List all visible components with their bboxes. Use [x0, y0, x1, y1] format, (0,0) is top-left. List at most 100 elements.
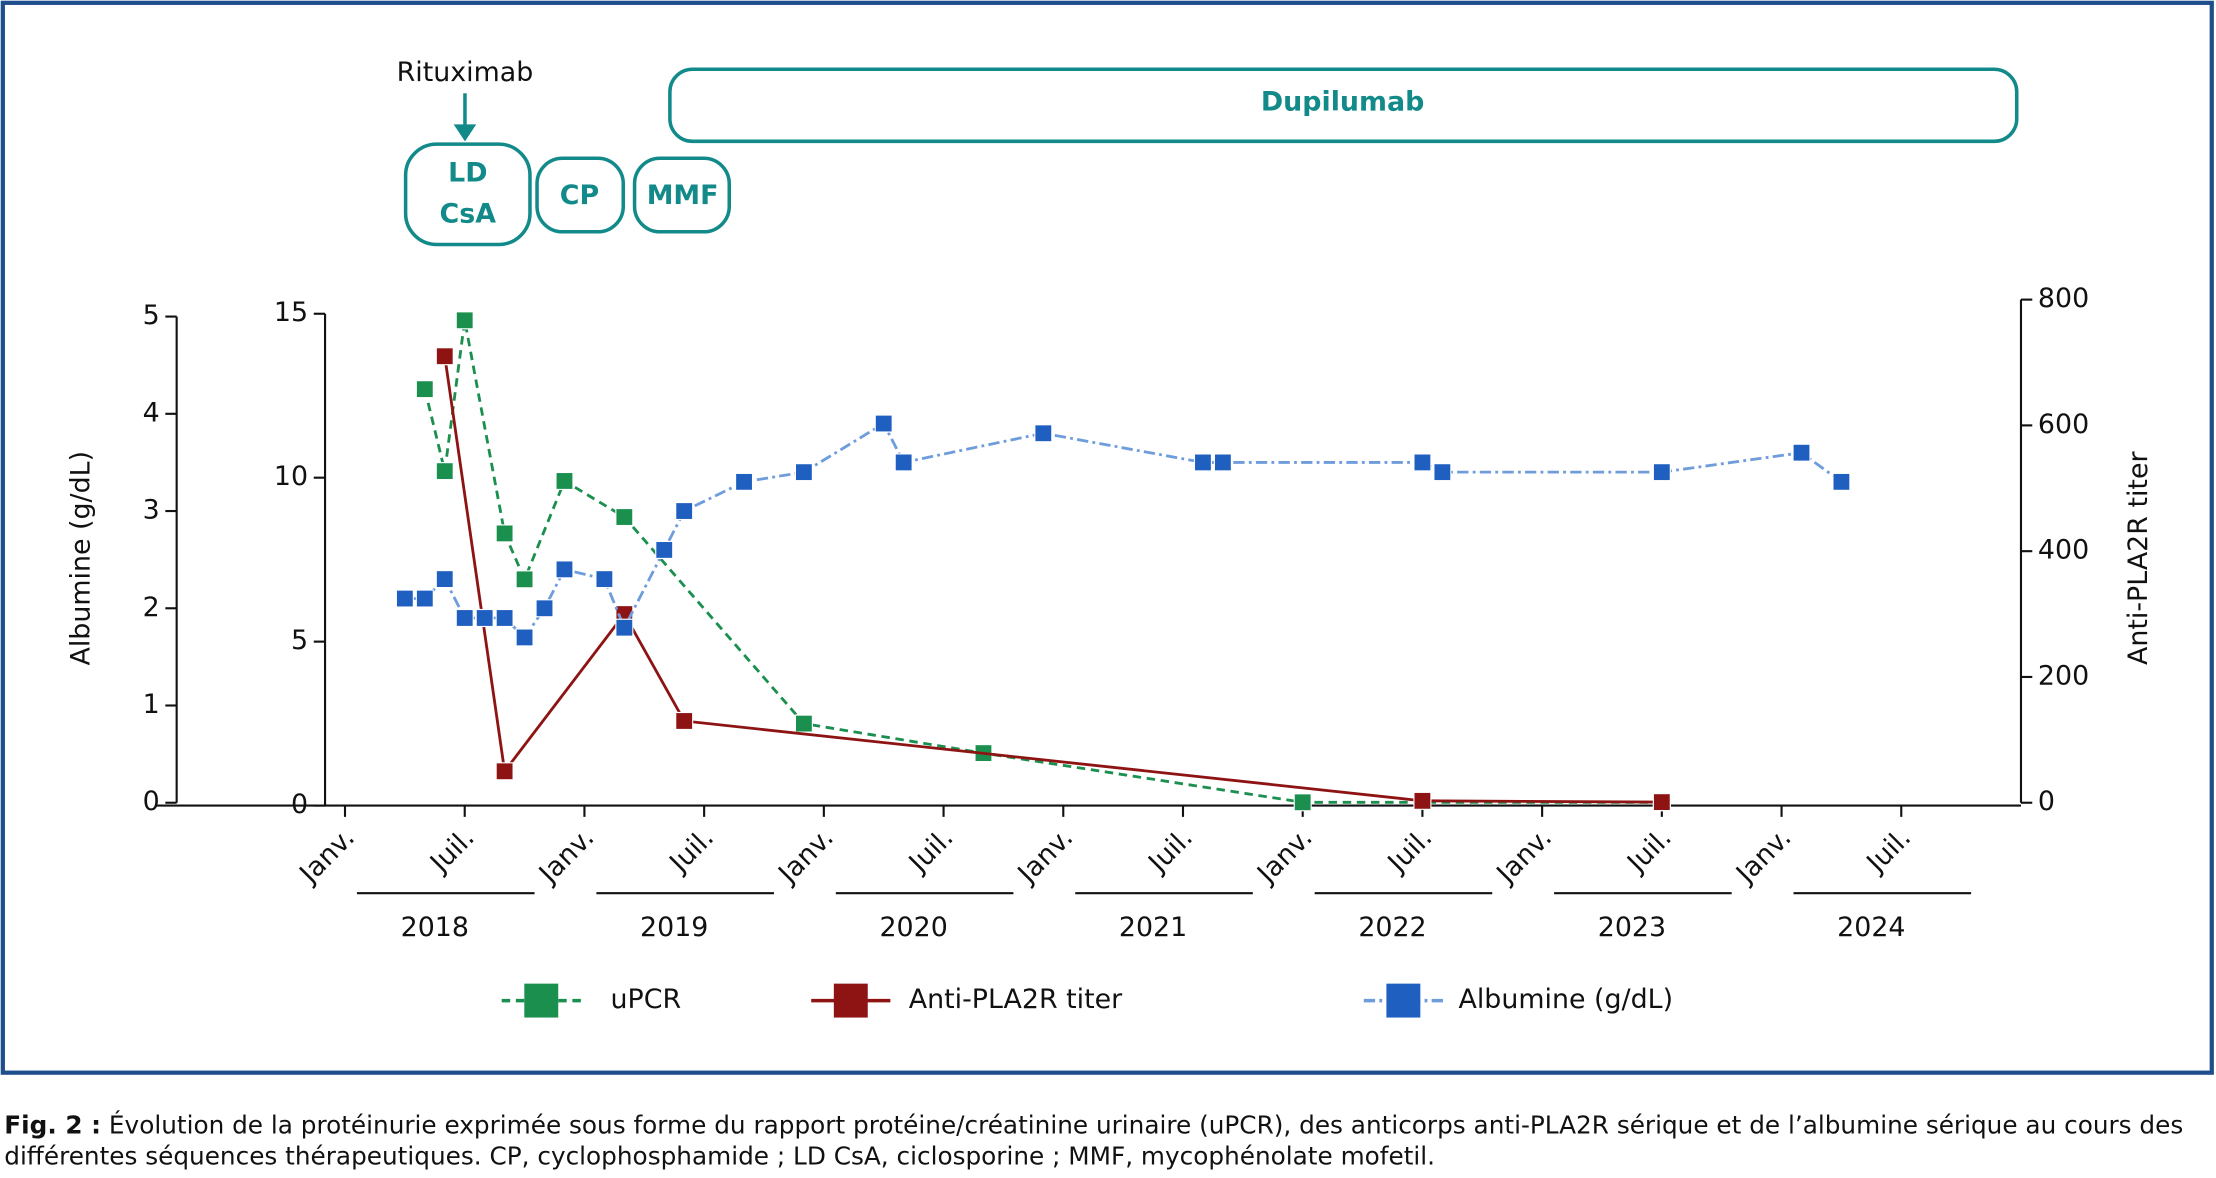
y-tick-label: 400	[2038, 535, 2089, 566]
treatment-label: CsA	[440, 198, 497, 229]
legend-label: Albumine (g/dL)	[1458, 984, 1673, 1015]
marker	[455, 311, 474, 330]
marker	[655, 540, 674, 559]
x-tick-label: Janv.	[1490, 822, 1558, 890]
treatment-box	[632, 156, 732, 234]
marker	[615, 507, 634, 527]
marker	[894, 453, 913, 472]
arrow-head	[453, 124, 477, 142]
y-tick-label: 0	[291, 789, 308, 820]
marker	[735, 472, 754, 491]
marker	[1213, 453, 1232, 472]
marker	[1413, 791, 1432, 810]
marker	[1193, 453, 1212, 472]
y3-axis-label: Albumine (g/dL)	[65, 451, 96, 666]
y2-axis-label: Anti-PLA2R titer	[2123, 451, 2154, 665]
legend-label: Anti-PLA2R titer	[909, 984, 1123, 1015]
marker	[515, 628, 534, 647]
y-tick-label: 0	[2038, 786, 2055, 817]
x-tick-label: Juil.	[1620, 822, 1678, 880]
legend-marker	[833, 983, 868, 1018]
y-tick-label: 1	[143, 689, 160, 720]
treatment-label: LD	[448, 157, 487, 188]
y-tick-label: 600	[2038, 409, 2089, 440]
marker	[595, 570, 614, 589]
marker	[874, 414, 893, 433]
year-label: 2018	[401, 912, 469, 943]
treatment-box	[668, 67, 2019, 144]
y-tick-label: 5	[143, 300, 160, 331]
marker	[475, 608, 494, 628]
x-tick-label: Juil.	[1860, 822, 1918, 880]
legend-marker	[1386, 983, 1421, 1018]
marker	[615, 618, 634, 637]
marker	[1652, 793, 1671, 812]
marker	[794, 714, 813, 733]
year-label: 2019	[640, 912, 708, 943]
x-tick-label: Janv.	[1729, 822, 1797, 890]
marker	[1413, 453, 1432, 472]
marker	[435, 570, 454, 589]
marker	[495, 608, 514, 628]
chart: Rituximab LD CsA CP MMF Dupilumab Albumi…	[0, 0, 2214, 1075]
marker	[415, 589, 434, 608]
legend-marker	[524, 983, 559, 1018]
marker	[395, 589, 414, 608]
caption: Fig. 2 : Évolution de la protéinurie exp…	[4, 1111, 2216, 1173]
x-tick-label: Janv.	[293, 822, 361, 890]
y-tick-label: 800	[2038, 283, 2089, 314]
x-tick-label: Juil.	[902, 822, 960, 880]
marker	[1832, 472, 1851, 491]
year-label: 2024	[1837, 912, 1905, 943]
series-line	[443, 356, 1662, 804]
arrow-label: Rituximab	[397, 57, 534, 88]
year-label: 2023	[1598, 912, 1666, 943]
treatment-label: MMF	[647, 180, 719, 211]
treatment-box	[403, 142, 532, 247]
y-tick-label: 3	[143, 495, 160, 526]
marker	[1293, 793, 1312, 812]
treatment-label: CP	[560, 180, 599, 211]
marker	[455, 608, 474, 628]
y-tick-label: 0	[143, 786, 160, 817]
marker	[535, 599, 554, 618]
marker	[1792, 443, 1811, 462]
caption-text: Évolution de la protéinurie exprimée sou…	[4, 1112, 2184, 1172]
marker	[675, 501, 694, 521]
frame	[0, 0, 2214, 1075]
y-tick-label: 10	[274, 461, 308, 492]
series-line	[423, 320, 1662, 804]
x-tick-label: Juil.	[1381, 822, 1439, 880]
x-tick-label: Juil.	[1141, 822, 1199, 880]
marker	[555, 560, 574, 579]
year-label: 2022	[1358, 912, 1426, 943]
treatment-box	[535, 156, 626, 234]
x-tick-label: Juil.	[662, 822, 720, 880]
x-tick-label: Janv.	[532, 822, 600, 890]
marker	[1034, 424, 1053, 443]
year-label: 2021	[1119, 912, 1187, 943]
marker	[415, 380, 434, 399]
marker	[435, 347, 454, 366]
y-tick-label: 2	[143, 592, 160, 623]
legend-label: uPCR	[611, 984, 682, 1015]
y-tick-label: 200	[2038, 660, 2089, 691]
y-tick-label: 15	[274, 297, 308, 328]
x-tick-label: Janv.	[1250, 822, 1318, 890]
year-label: 2020	[879, 912, 947, 943]
marker	[515, 570, 534, 589]
marker	[1652, 463, 1671, 482]
marker	[794, 463, 813, 482]
marker	[495, 762, 514, 781]
marker	[675, 711, 694, 731]
marker	[435, 462, 454, 481]
y-tick-label: 5	[291, 625, 308, 656]
x-tick-label: Juil.	[423, 822, 481, 880]
x-tick-label: Janv.	[1011, 822, 1079, 890]
y-tick-label: 4	[143, 397, 160, 428]
marker	[495, 524, 514, 543]
marker	[555, 471, 574, 491]
marker	[1433, 463, 1452, 482]
